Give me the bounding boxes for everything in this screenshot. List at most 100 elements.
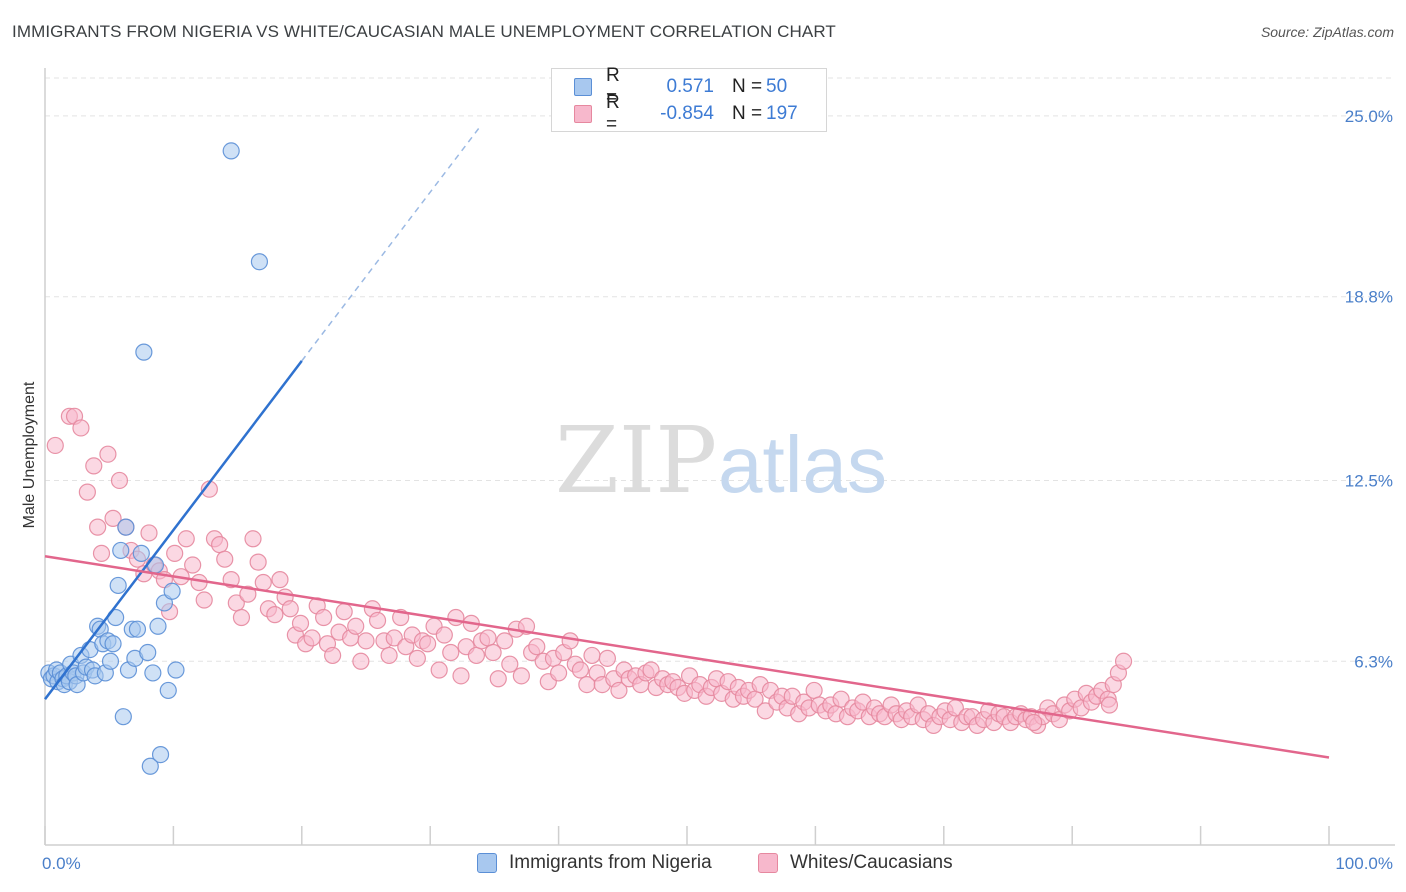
data-point [104, 635, 122, 653]
data-point [140, 524, 158, 542]
data-point [489, 670, 507, 688]
data-point [135, 343, 153, 361]
data-point [101, 652, 120, 670]
data-point [104, 509, 122, 527]
correlation-legend: R = 0.571 N = 50 R = -0.854 N = 197 [551, 65, 827, 135]
data-point [141, 757, 159, 775]
watermark-zip: ZIP [555, 407, 717, 514]
legend-n-value: 197 [766, 103, 798, 124]
data-point [114, 708, 132, 726]
legend-r-value: 0.571 [666, 76, 714, 97]
data-point [271, 571, 289, 589]
data-point [85, 457, 103, 475]
series-legend: Immigrants from Nigeria Whites/Caucasian… [0, 852, 1406, 876]
data-point [324, 646, 342, 665]
trendline-whites [44, 555, 1330, 759]
data-point [211, 536, 229, 554]
data-point [347, 617, 365, 635]
data-point [167, 661, 185, 679]
data-point [78, 483, 96, 501]
data-point [357, 632, 375, 650]
data-point [1114, 652, 1133, 670]
data-point [385, 629, 403, 647]
y-axis-label: Male Unemployment [21, 381, 38, 528]
data-point [315, 608, 333, 627]
data-point [805, 681, 823, 700]
y-tick-label: 25.0% [1345, 107, 1393, 126]
data-point [112, 541, 130, 560]
watermark-atlas: atlas [718, 420, 887, 509]
data-point [1025, 713, 1043, 732]
data-point [571, 661, 590, 679]
legend-n-value: 50 [766, 76, 788, 97]
data-point [249, 553, 267, 571]
data-point [99, 445, 117, 463]
trendline-nigeria-extension [301, 124, 483, 362]
data-point [254, 573, 272, 592]
series-legend-nigeria[interactable]: Immigrants from Nigeria [477, 852, 712, 874]
data-point [89, 518, 107, 536]
data-point [291, 614, 310, 632]
data-point [484, 643, 502, 662]
series-legend-label: Immigrants from Nigeria [509, 852, 712, 873]
data-point [92, 544, 111, 562]
data-point [528, 638, 546, 656]
data-point [583, 646, 601, 665]
data-point [352, 652, 370, 670]
data-point [408, 649, 426, 667]
data-point [46, 436, 64, 455]
data-point [435, 626, 453, 644]
data-point [496, 632, 514, 650]
data-point [832, 690, 850, 708]
series-legend-label: Whites/Caucasians [790, 852, 953, 873]
data-point [561, 632, 579, 650]
y-tick-label: 12.5% [1345, 471, 1393, 490]
data-point [512, 667, 530, 685]
legend-row-whites: R = -0.854 N = 197 [574, 92, 798, 135]
data-point [452, 667, 470, 685]
source-credit: Source: ZipAtlas.com [1260, 24, 1394, 40]
data-point [467, 646, 486, 665]
gridlines [45, 77, 1395, 662]
data-point [266, 606, 284, 624]
trendline-nigeria [44, 360, 303, 700]
data-point [303, 629, 321, 647]
chart-title: IMMIGRANTS FROM NIGERIA VS WHITE/CAUCASI… [12, 22, 836, 41]
data-point [110, 471, 129, 490]
data-point [151, 745, 170, 764]
data-point [132, 544, 150, 562]
data-point [335, 603, 353, 621]
series-swatch-blue [477, 853, 497, 873]
pink-series-points [46, 407, 1133, 735]
data-point [128, 620, 147, 638]
legend-r-label: R = [606, 92, 620, 135]
y-tick-label: 18.8% [1345, 288, 1393, 307]
trendlines [44, 124, 1330, 759]
data-point [177, 530, 195, 548]
data-point [1100, 696, 1119, 714]
data-point [501, 655, 519, 673]
data-point [159, 681, 177, 700]
legend-n-label: N = [732, 76, 763, 97]
legend-n-label: N = [732, 103, 763, 124]
data-point [232, 608, 251, 627]
data-point [756, 702, 774, 720]
data-point [380, 646, 398, 665]
data-point [430, 661, 448, 679]
data-point [281, 600, 299, 618]
data-point [610, 681, 628, 700]
x-tick-label: 100.0% [1335, 854, 1393, 873]
y-tick-label: 6.3% [1354, 652, 1393, 671]
data-point [184, 556, 202, 574]
data-point [216, 550, 234, 568]
data-point [144, 664, 162, 682]
data-point [642, 661, 660, 679]
data-point [239, 585, 257, 603]
data-point [598, 649, 616, 667]
data-point [549, 664, 568, 682]
data-point [447, 608, 465, 627]
data-point [72, 419, 90, 437]
tick-labels: 6.3% 12.5% 18.8% 25.0% 0.0% 100.0% [42, 107, 1393, 873]
series-legend-whites[interactable]: Whites/Caucasians [758, 852, 953, 874]
